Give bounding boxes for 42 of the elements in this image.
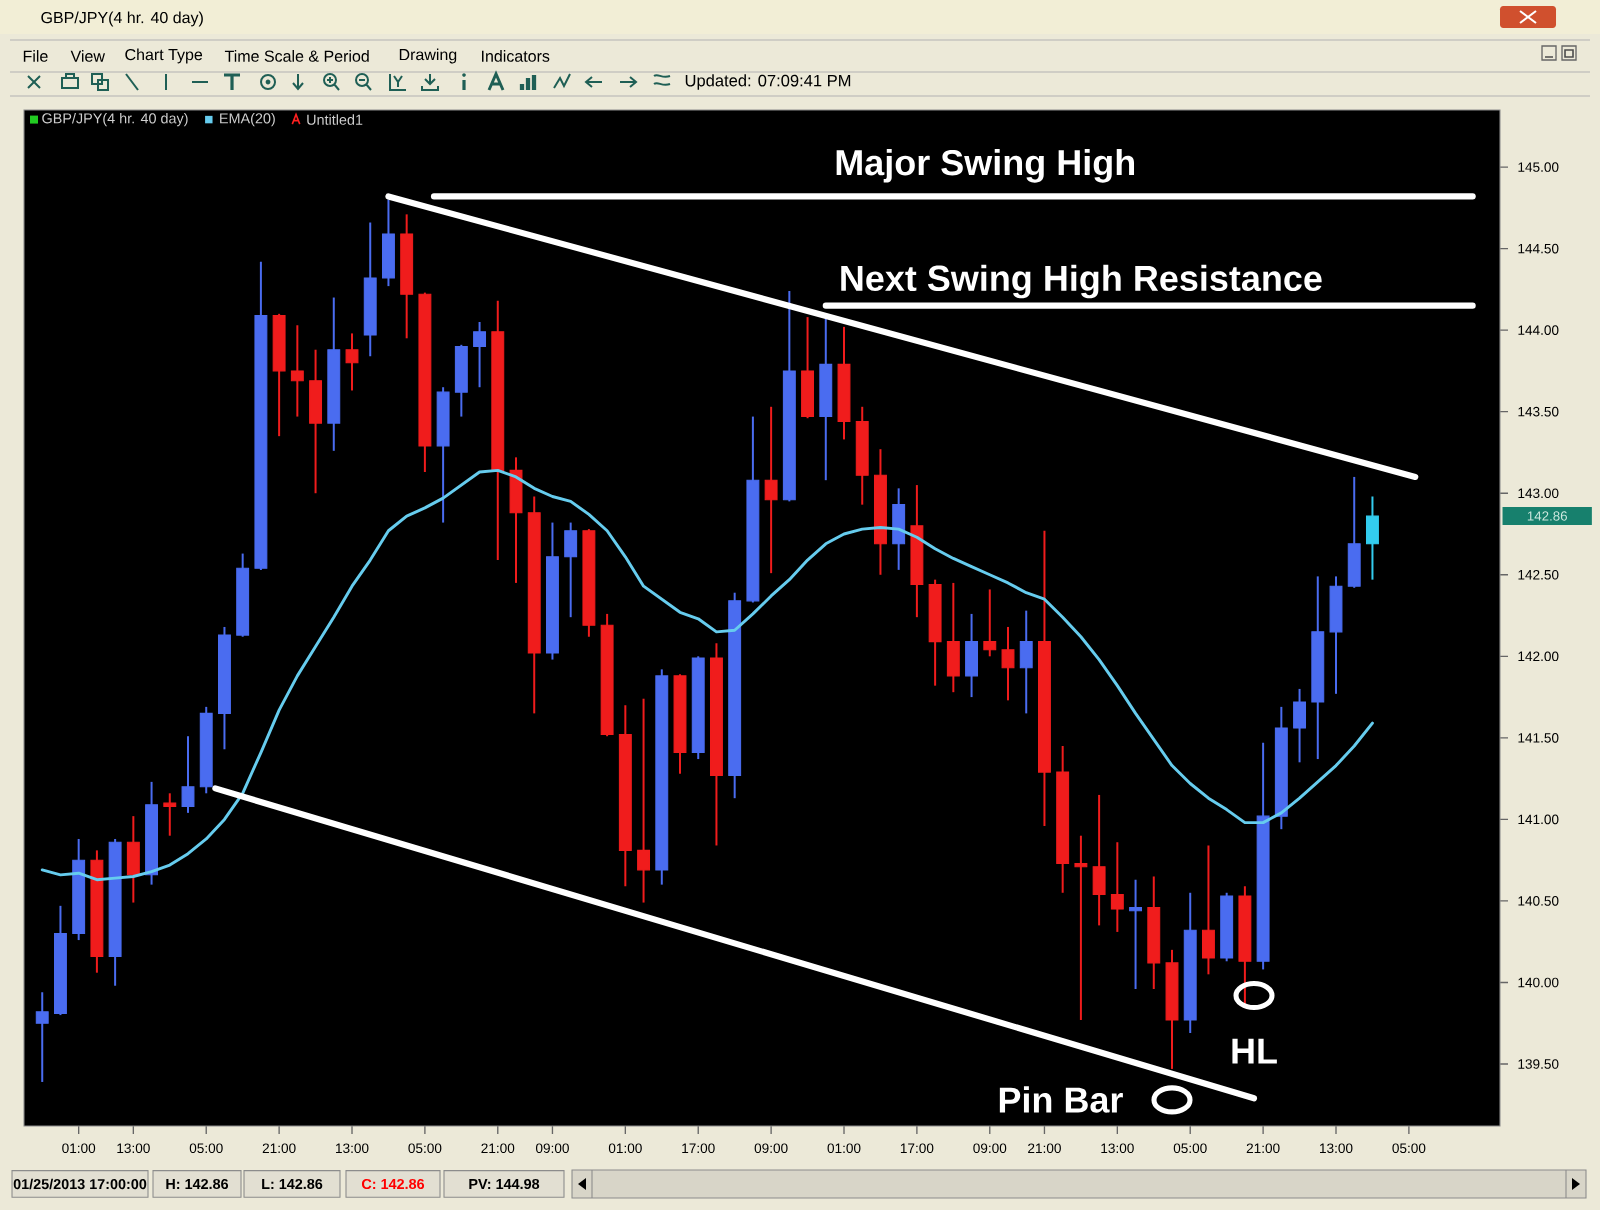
- chart-title: GBP/JPY(4 hr. 40 day): [41, 11, 203, 27]
- annotation: HL: [1232, 1038, 1277, 1064]
- text: Chart Type: [125, 48, 203, 64]
- candlestick: [1365, 495, 1379, 581]
- candlestick: [473, 320, 487, 389]
- candlestick: [1347, 475, 1361, 589]
- candlestick: [163, 792, 177, 837]
- candlestick: [381, 198, 395, 288]
- annotation: Next Swing High Resistance: [841, 264, 1322, 299]
- candlestick: [983, 588, 997, 658]
- candlestick: [1293, 687, 1307, 764]
- text: Time Scale & Period: [224, 50, 369, 62]
- candlestick: [1074, 834, 1088, 1021]
- candlestick: [1019, 609, 1033, 715]
- text: Updated: 07:09:41 PM: [685, 74, 851, 90]
- candlestick: [309, 348, 323, 495]
- text: View: [70, 50, 105, 62]
- annotation: Major Swing High: [836, 148, 1135, 183]
- annotation: Pin Bar: [999, 1086, 1123, 1113]
- text: File: [23, 50, 48, 62]
- candlestick: [454, 343, 468, 418]
- candlestick: [181, 735, 195, 814]
- candlestick: [1092, 793, 1106, 927]
- candlestick: [1129, 878, 1143, 990]
- candlestick: [564, 521, 578, 619]
- candlestick: [35, 991, 49, 1083]
- candlestick: [1201, 844, 1215, 976]
- candlestick: [509, 456, 523, 584]
- candlestick: [1001, 625, 1015, 702]
- text: Drawing: [399, 48, 457, 64]
- candlestick: [126, 815, 140, 904]
- candlestick: [764, 405, 778, 575]
- candlestick: [892, 487, 906, 571]
- candlestick: [965, 612, 979, 699]
- candlestick: [1329, 575, 1343, 695]
- candlestick: [801, 316, 815, 420]
- candlestick: [946, 581, 960, 694]
- text: Indicators: [482, 50, 550, 62]
- candlestick: [637, 697, 651, 904]
- candlestick: [290, 324, 304, 418]
- candlestick: [345, 332, 359, 392]
- candlestick: [1110, 841, 1124, 933]
